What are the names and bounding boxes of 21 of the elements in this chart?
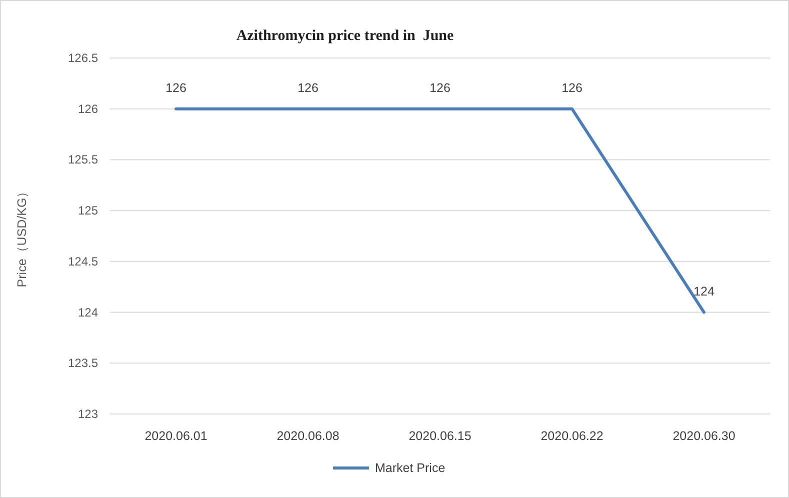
chart-title: Azithromycin price trend in June	[236, 28, 454, 44]
x-tick-label: 2020.06.08	[276, 429, 340, 443]
data-label: 126	[430, 80, 450, 95]
y-tick-label: 124.5	[68, 254, 98, 268]
x-tick-label: 2020.06.15	[408, 429, 472, 443]
x-tick-label: 2020.06.01	[144, 429, 208, 443]
y-tick-label: 123	[78, 407, 98, 421]
y-tick-label: 126.5	[68, 51, 98, 65]
data-label: 126	[298, 80, 318, 95]
y-tick-label: 124	[78, 305, 98, 320]
x-tick-label: 2020.06.30	[672, 429, 736, 443]
x-tick-label: 2020.06.22	[540, 429, 604, 443]
y-tick-label: 123.5	[68, 356, 98, 370]
data-label: 126	[166, 80, 186, 95]
y-tick-label: 126	[78, 102, 98, 116]
data-label: 124	[694, 284, 714, 298]
data-label: 126	[562, 80, 582, 95]
y-axis-title: Price（USD/KG）	[15, 184, 29, 288]
y-tick-label: 125	[78, 204, 98, 218]
legend-label: Market Price	[375, 461, 446, 475]
y-tick-label: 125.5	[68, 152, 98, 167]
